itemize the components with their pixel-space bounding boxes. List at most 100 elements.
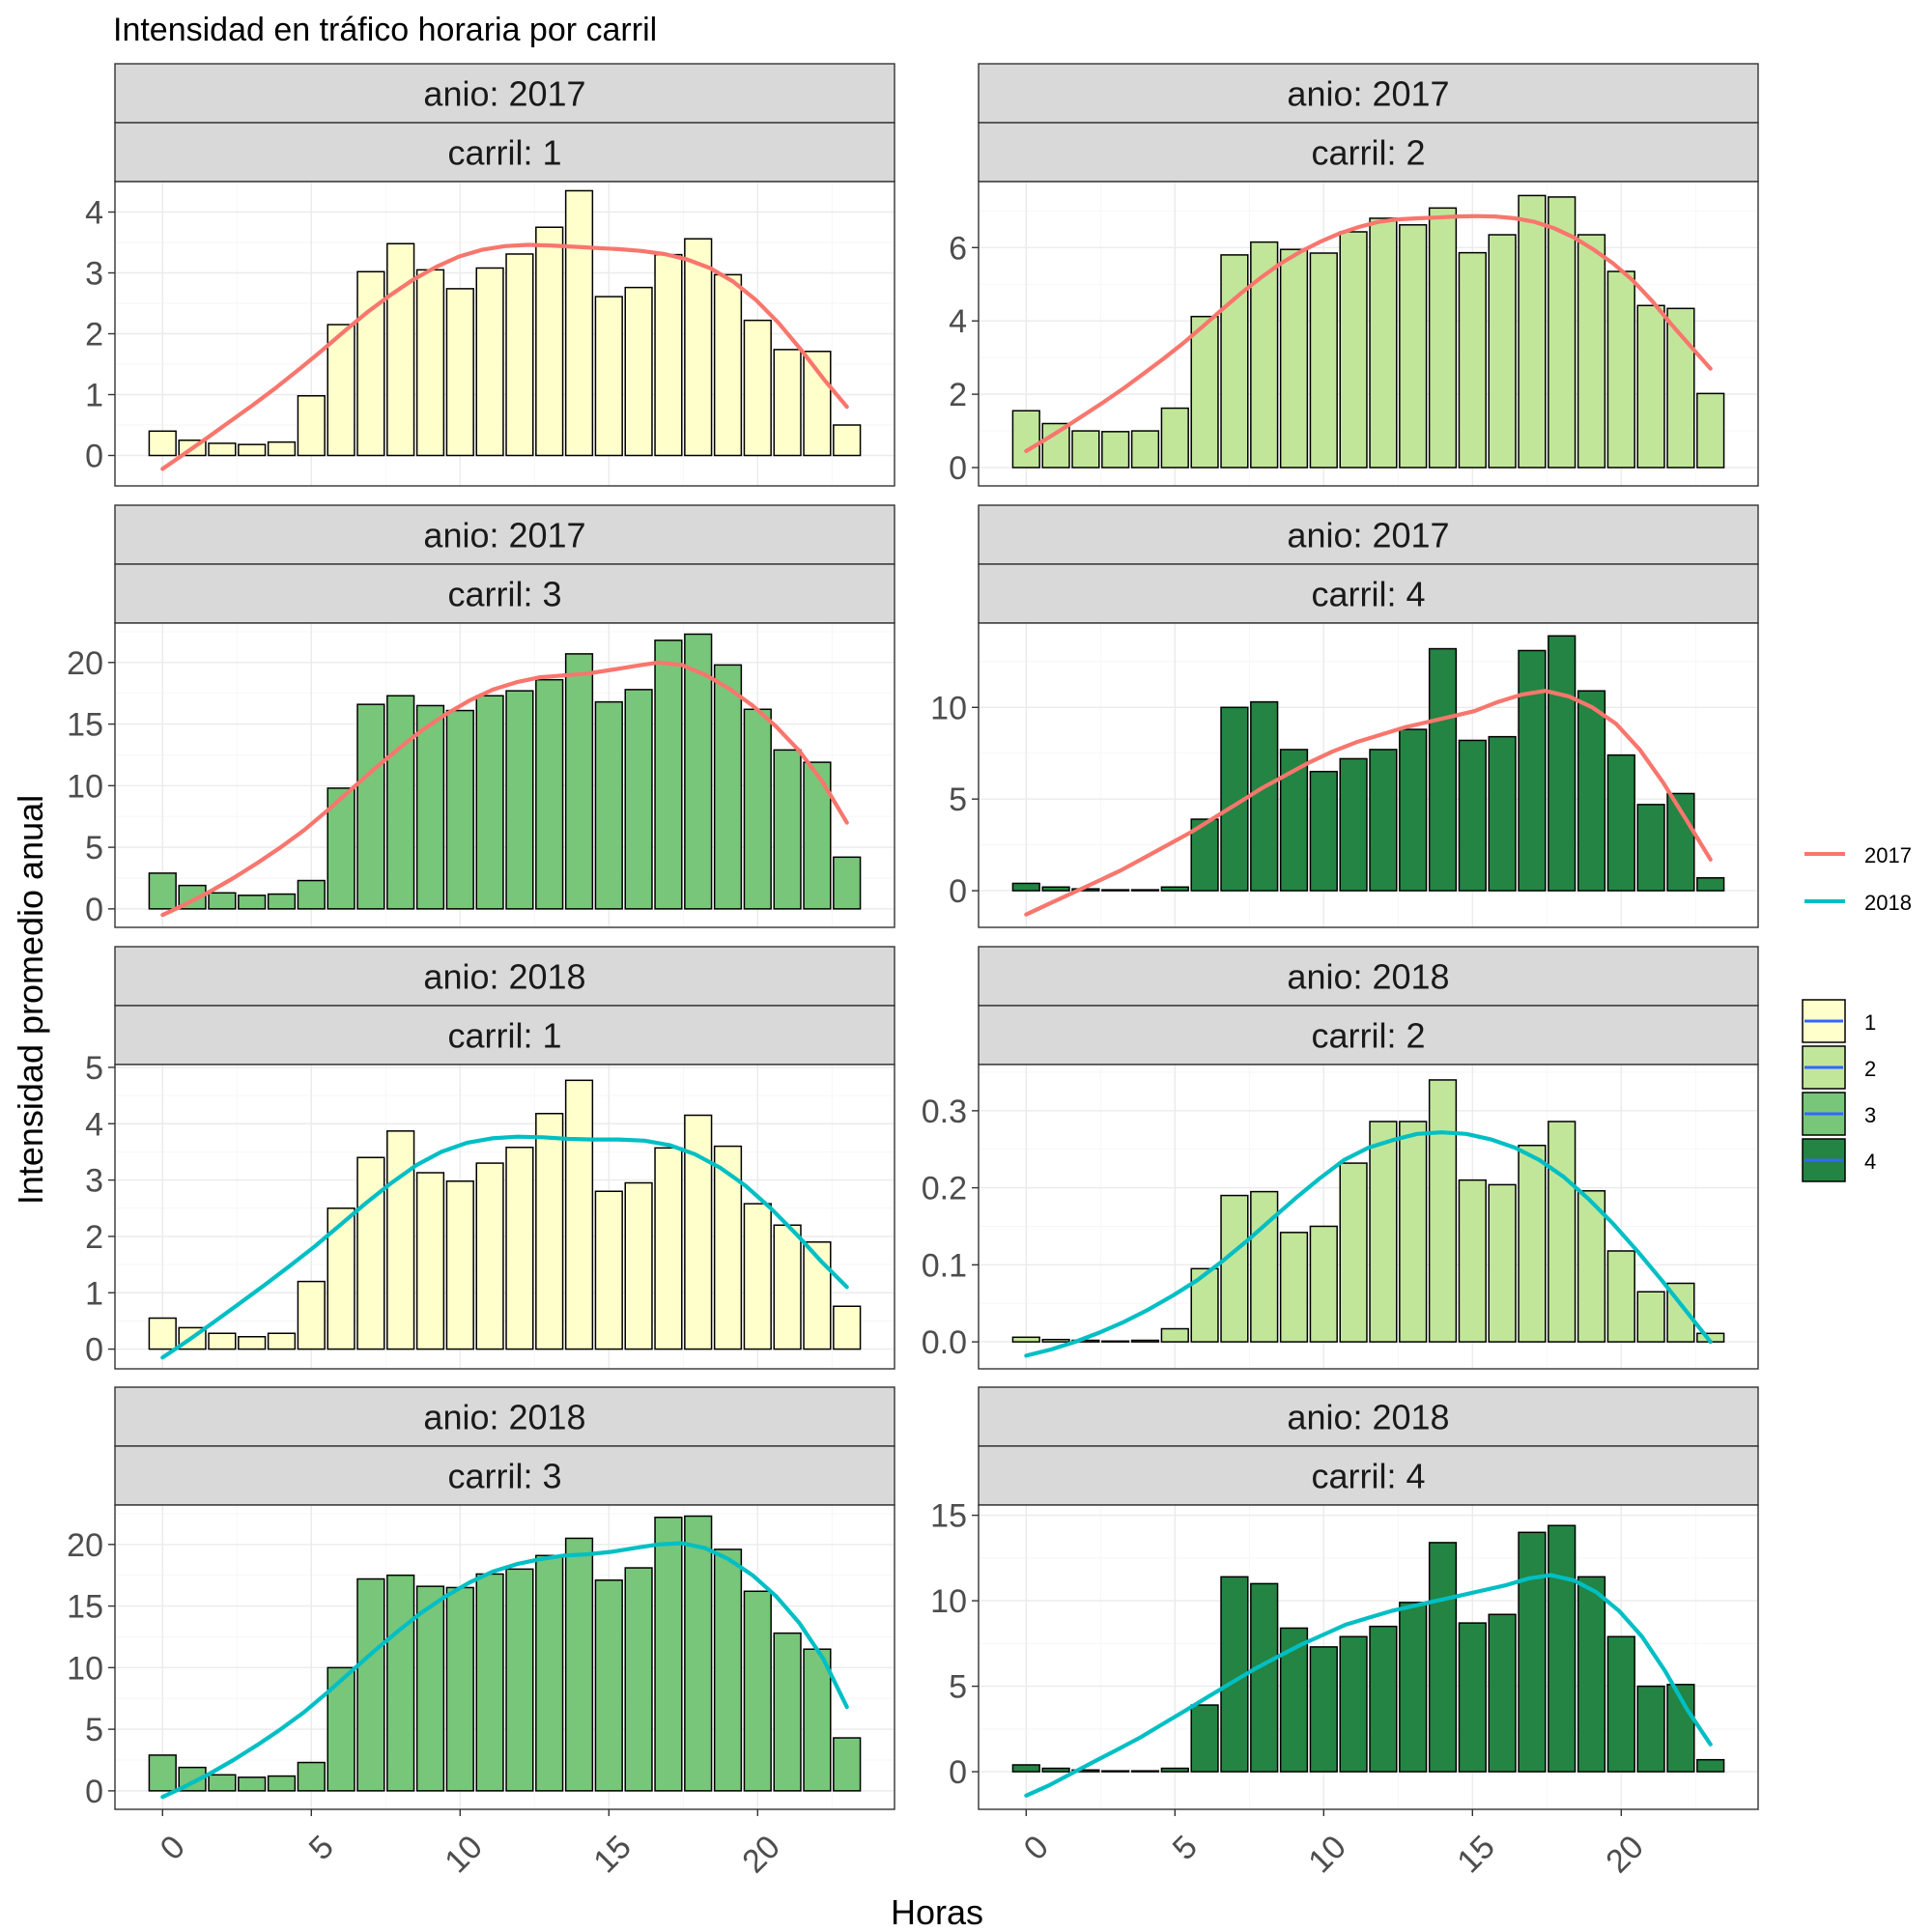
bar-hour-10 <box>445 1180 474 1350</box>
smooth-line-2017 <box>1024 689 1713 917</box>
y-tick-label: 2 <box>949 377 967 413</box>
bar-hour-13 <box>1399 224 1428 469</box>
y-axis: 0 5 10 <box>930 690 979 910</box>
y-tick-label: 1 <box>85 378 103 414</box>
bar-hour-13 <box>535 1113 564 1350</box>
bar-hour-15 <box>1458 1622 1487 1773</box>
bar-hour-15 <box>594 296 623 457</box>
bar-hour-23 <box>833 424 862 457</box>
bar-hour-13 <box>535 226 564 457</box>
bar-hour-11 <box>475 1162 504 1350</box>
bar-hour-0 <box>1011 1336 1040 1343</box>
bar-hour-14 <box>1428 647 1458 892</box>
bar-hour-7 <box>356 1577 385 1792</box>
facet-panel-2018-carril-3: anio: 2018 carril: 3 0 5 10 15 20 <box>67 1386 895 1810</box>
bar-hour-4 <box>1130 430 1160 469</box>
y-tick-label: 10 <box>67 768 103 805</box>
bar-hour-13 <box>1399 1602 1428 1773</box>
bar-hour-11 <box>1339 1162 1368 1343</box>
y-tick-label: 5 <box>949 781 967 818</box>
bar-hour-4 <box>1130 1770 1160 1773</box>
bar-hour-11 <box>1339 231 1368 469</box>
bar-hour-4 <box>267 1332 297 1350</box>
strip-carril <box>978 122 1759 183</box>
legend-line-label-2018: 2018 <box>1864 891 1912 915</box>
bar-hour-11 <box>475 267 504 457</box>
bar-hour-15 <box>594 1579 623 1792</box>
y-axis: 0 5 10 15 20 <box>67 645 115 928</box>
bar-hour-3 <box>1101 889 1130 892</box>
bar-hour-21 <box>773 349 802 457</box>
x-tick-label: 0 <box>154 1829 192 1867</box>
bar-hour-16 <box>624 1567 653 1792</box>
bars <box>1011 635 1725 892</box>
strip-carril-label: carril: 3 <box>447 575 561 614</box>
y-tick-label: 4 <box>85 1106 103 1143</box>
y-tick-label: 6 <box>949 230 967 267</box>
smooth-line-2017 <box>1024 213 1713 453</box>
bar-hour-20 <box>1606 270 1635 469</box>
bars <box>1011 1079 1725 1343</box>
y-tick-label: 5 <box>85 1712 103 1748</box>
strip-anio <box>114 504 895 565</box>
bar-hour-5 <box>1160 407 1189 469</box>
bar-hour-2 <box>208 892 237 910</box>
bar-hour-23 <box>833 856 862 910</box>
strip-anio <box>114 63 895 124</box>
bar-hour-15 <box>1458 739 1487 892</box>
y-tick-label: 10 <box>930 1583 967 1620</box>
y-axis: 0 1 2 3 4 5 <box>85 1050 115 1369</box>
bar-hour-18 <box>1548 196 1577 469</box>
bar-hour-5 <box>297 1280 326 1350</box>
bar-hour-17 <box>1518 1144 1547 1343</box>
bar-hour-12 <box>1369 1625 1398 1773</box>
bar-hour-19 <box>1577 1576 1606 1773</box>
strip-anio-label: anio: 2017 <box>1287 74 1449 114</box>
bar-hour-5 <box>1160 1767 1189 1773</box>
strip-carril-label: carril: 1 <box>447 1016 561 1056</box>
bar-hour-18 <box>1548 635 1577 892</box>
y-tick-label: 10 <box>930 690 967 726</box>
bar-hour-6 <box>327 1208 355 1350</box>
bar-hour-10 <box>1309 1646 1338 1773</box>
bar-hour-10 <box>445 1586 474 1792</box>
y-tick-label: 5 <box>949 1669 967 1706</box>
bar-hour-22 <box>803 1648 832 1792</box>
panel-border <box>978 622 1759 928</box>
bar-hour-17 <box>654 1147 683 1350</box>
chart-title: Intensidad en tráfico horaria por carril <box>113 12 657 48</box>
panel-border <box>114 622 895 928</box>
bar-hour-5 <box>1160 1327 1189 1343</box>
bars <box>148 1079 862 1350</box>
bar-hour-12 <box>1369 1121 1398 1343</box>
bar-hour-19 <box>713 1145 743 1350</box>
strip-anio <box>978 946 1759 1007</box>
bar-hour-23 <box>833 1737 862 1792</box>
bar-hour-5 <box>297 879 326 910</box>
bar-hour-15 <box>594 700 623 910</box>
bars <box>1011 1524 1725 1773</box>
bar-hour-4 <box>267 440 297 457</box>
bar-hour-12 <box>1369 749 1398 892</box>
strip-carril <box>114 122 895 183</box>
bar-hour-8 <box>386 1574 415 1792</box>
bar-hour-19 <box>713 1548 743 1792</box>
legend-line-label-2017: 2017 <box>1864 843 1912 867</box>
bar-hour-0 <box>148 1317 177 1350</box>
bar-hour-11 <box>475 1573 504 1792</box>
y-tick-label: 15 <box>930 1498 967 1535</box>
bar-hour-16 <box>1488 1613 1517 1773</box>
bar-hour-12 <box>505 253 534 457</box>
bar-hour-19 <box>1577 234 1606 469</box>
bar-hour-6 <box>1190 315 1219 469</box>
y-axis-label: Intensidad promedio anual <box>11 795 50 1205</box>
bar-hour-14 <box>564 653 594 910</box>
smooth-line-2018 <box>1024 1573 1713 1798</box>
bar-hour-23 <box>833 1305 862 1350</box>
bar-hour-18 <box>1548 1121 1577 1343</box>
y-tick-label: 20 <box>67 645 103 682</box>
bar-hour-11 <box>475 695 504 910</box>
bar-hour-11 <box>1339 757 1368 892</box>
bar-hour-11 <box>1339 1635 1368 1773</box>
x-tick-label: 15 <box>586 1829 639 1881</box>
